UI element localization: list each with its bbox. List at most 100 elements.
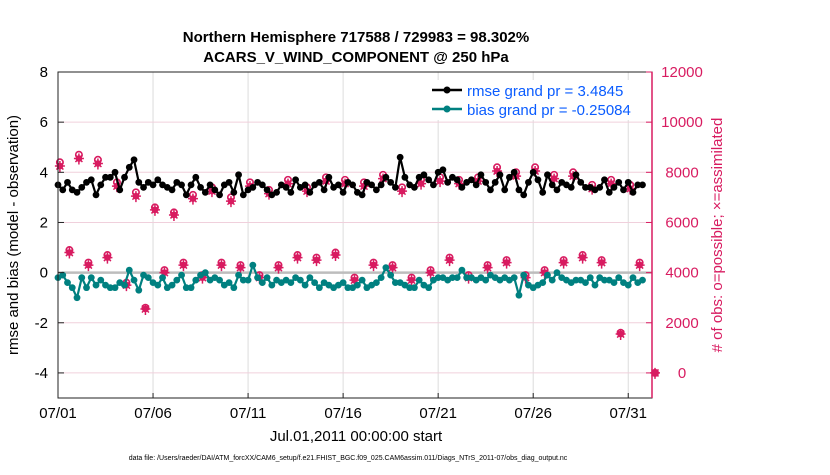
- grid: [57, 71, 652, 398]
- legend-rmse-label: rmse grand pr = 3.4845: [467, 83, 623, 100]
- rmse-point: [97, 181, 105, 189]
- bias-point: [296, 276, 304, 284]
- rmse-point: [64, 178, 71, 186]
- bias-point: [59, 271, 67, 279]
- rmse-point: [411, 183, 418, 191]
- bias-point: [520, 271, 528, 279]
- rmse-point: [368, 181, 376, 189]
- bias-point: [629, 274, 637, 282]
- rmse-point: [135, 178, 143, 186]
- rmse-point: [572, 171, 580, 179]
- rmse-point: [582, 183, 589, 191]
- assimilated-obs-marker: [397, 186, 408, 198]
- assimilated-obs-marker: [178, 260, 189, 272]
- assimilated-obs-marker: [501, 257, 512, 269]
- rmse-point: [78, 183, 86, 191]
- assimilated-cross: [444, 255, 455, 267]
- assimilated-cross: [292, 252, 303, 264]
- bias-point: [353, 281, 361, 289]
- y-right-tick-label: 4000: [665, 265, 698, 282]
- rmse-point: [596, 183, 604, 191]
- assimilated-obs-marker: [330, 250, 341, 262]
- rmse-point: [197, 183, 204, 191]
- rmse-point: [387, 178, 395, 186]
- bias-point: [144, 274, 152, 282]
- assimilated-obs-marker: [235, 262, 246, 274]
- rmse-point: [458, 183, 466, 191]
- rmse-point: [553, 186, 561, 194]
- bias-point: [192, 276, 200, 284]
- bias-point: [263, 274, 271, 282]
- rmse-point: [106, 173, 114, 181]
- bias-point: [125, 266, 133, 274]
- assimilated-obs-marker: [73, 153, 84, 165]
- bias-point: [225, 279, 233, 287]
- bias-point: [572, 276, 580, 284]
- rmse-point: [306, 188, 314, 196]
- rmse-point: [501, 186, 509, 194]
- bias-point: [610, 279, 618, 287]
- rmse-point: [548, 181, 556, 189]
- bias-point: [239, 276, 247, 284]
- bias-point: [458, 266, 466, 274]
- rmse-point: [258, 181, 266, 189]
- y-tick-label: 2: [40, 214, 48, 231]
- rmse-point: [59, 186, 67, 194]
- x-tick-label: 07/26: [514, 405, 552, 422]
- assimilated-cross: [130, 191, 141, 203]
- plot-frame: [57, 71, 653, 399]
- bias-point: [244, 276, 252, 284]
- assimilated-obs-marker: [187, 193, 198, 205]
- bias-point: [287, 279, 295, 287]
- assimilated-obs-marker: [83, 260, 94, 272]
- rmse-point: [239, 191, 247, 199]
- bias-point: [387, 271, 395, 279]
- rmse-point: [73, 188, 81, 196]
- rmse-point: [534, 176, 542, 184]
- y-right-tick-label: 8000: [665, 164, 698, 181]
- y-tick-label: 4: [40, 164, 48, 181]
- bias-point: [544, 271, 551, 279]
- rmse-point: [401, 173, 409, 181]
- rmse-point: [605, 188, 613, 196]
- bias-point: [434, 274, 442, 282]
- rmse-point: [292, 176, 299, 184]
- rmse-point: [130, 156, 138, 164]
- rmse-point: [287, 188, 295, 196]
- bias-point: [315, 284, 323, 292]
- assimilated-cross: [359, 181, 370, 193]
- x-tick-label: 07/31: [609, 405, 647, 422]
- bias-point: [515, 291, 523, 299]
- rmse-point: [206, 181, 214, 189]
- assimilated-obs-marker: [216, 260, 227, 272]
- assimilated-obs-marker: [425, 267, 436, 279]
- bias-point: [68, 284, 76, 292]
- rmse-point: [263, 186, 271, 194]
- rmse-point: [515, 186, 523, 194]
- rmse-point: [358, 191, 366, 199]
- rmse-point: [491, 178, 499, 186]
- y-axis-label-right: # of obs: o=possible; ×=assimilated: [709, 118, 726, 353]
- rmse-point: [520, 191, 528, 199]
- assimilated-cross: [615, 329, 626, 341]
- rmse-point: [87, 176, 95, 184]
- bias-point: [258, 279, 266, 287]
- rmse-point: [178, 181, 185, 189]
- bias-point: [344, 284, 352, 292]
- assimilated-cross: [64, 247, 75, 259]
- assimilated-cross: [187, 193, 198, 205]
- assimilated-obs-marker: [558, 257, 569, 269]
- assimilated-cross: [216, 260, 227, 272]
- rmse-point: [315, 178, 323, 186]
- rmse-point: [577, 178, 585, 186]
- assimilated-cross: [92, 158, 103, 170]
- y-right-tick-label: 12000: [661, 64, 703, 81]
- bias-point: [425, 284, 433, 292]
- assimilated-obs-marker: [349, 275, 360, 287]
- rmse-point: [140, 183, 147, 191]
- assimilated-cross: [435, 176, 446, 188]
- assimilated-cross: [416, 178, 427, 190]
- assimilated-cross: [225, 196, 236, 208]
- rmse-point: [396, 153, 404, 161]
- bias-point: [73, 294, 81, 302]
